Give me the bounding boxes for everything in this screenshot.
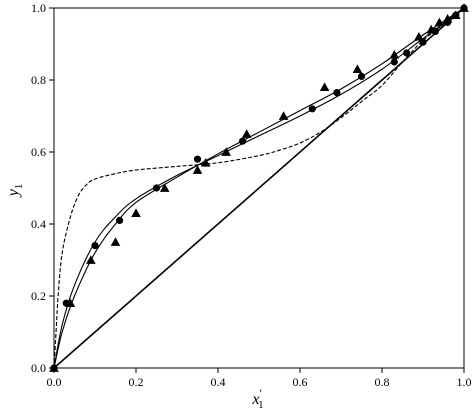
triangle-point [442, 14, 453, 23]
triangle-point [451, 10, 461, 20]
y-tick-label: 0.6 [31, 145, 46, 159]
triangle-point [221, 147, 231, 156]
triangle-point [352, 64, 363, 74]
axis-tick-labels: 0.0 0.2 0.4 0.6 0.8 1.0 0.0 0.2 0.4 0.6 0.8 1.0 [31, 1, 472, 389]
plot-markers [49, 3, 469, 372]
circle-point [308, 105, 316, 113]
triangle-point [389, 50, 400, 59]
circle-point [116, 216, 124, 224]
circle-point [239, 137, 247, 145]
x-tick-label: 0.6 [293, 375, 308, 389]
diagonal-line [53, 7, 465, 369]
circle-point [91, 242, 99, 250]
triangle-point [426, 24, 436, 34]
triangle-point [86, 255, 96, 264]
triangle-point [200, 158, 211, 167]
plot-lines [53, 7, 465, 369]
y-tick-label: 0.8 [31, 73, 46, 87]
circle-point [357, 72, 366, 80]
x-tick-label: 0.4 [211, 375, 226, 389]
triangle-point [278, 111, 289, 120]
triangle-point [414, 32, 424, 41]
triangle-point [110, 237, 121, 246]
triangle-point [192, 165, 203, 174]
triangle-point [434, 17, 445, 27]
circle-point [152, 184, 161, 192]
y-tick-label: 1.0 [31, 1, 46, 15]
y-tick-label: 0.2 [31, 289, 46, 303]
circle-point [403, 49, 411, 57]
triangle-point [159, 183, 170, 192]
triangle-point [65, 298, 76, 308]
axis-ticks [49, 7, 465, 373]
circle-point [390, 58, 398, 66]
triangle-point [131, 208, 141, 218]
circle-point [193, 155, 202, 163]
x-tick-label: 0.0 [47, 375, 62, 389]
x-tick-label: 0.8 [375, 375, 390, 389]
y-tick-label: 0.4 [31, 217, 46, 231]
dashed-model-curve [53, 7, 465, 369]
triangle-point [241, 129, 252, 138]
x-tick-label: 0.2 [129, 375, 144, 389]
x-tick-label: 1.0 [457, 375, 472, 389]
triangle-point [319, 82, 330, 92]
y-tick-label: 0.0 [31, 361, 46, 375]
circle-point [333, 89, 341, 97]
plot-frame [53, 7, 465, 369]
x-axis-label: x′ 1 [251, 386, 263, 411]
y-axis-label: y1 [5, 184, 25, 199]
